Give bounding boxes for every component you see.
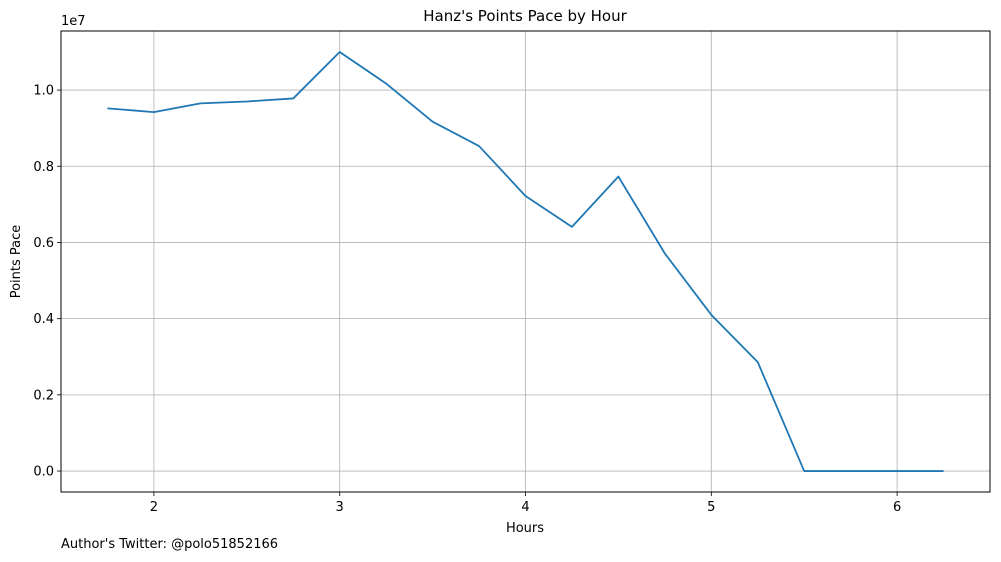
x-tick-label: 6: [893, 500, 901, 515]
x-tick-label: 4: [521, 500, 529, 515]
y-tick-label: 0.6: [33, 236, 54, 251]
x-tick-label: 2: [150, 500, 158, 515]
y-scale-label: 1e7: [61, 14, 86, 29]
y-tick-label: 0.4: [33, 312, 54, 327]
x-axis-label: Hours: [506, 521, 544, 536]
y-tick-label: 0.8: [33, 160, 54, 175]
x-axis: 2 3 4 5 6: [150, 492, 901, 515]
chart-title: Hanz's Points Pace by Hour: [423, 7, 627, 25]
y-tick-label: 0.2: [33, 388, 54, 403]
x-tick-label: 5: [707, 500, 715, 515]
y-axis-label: Points Pace: [9, 225, 24, 299]
series-layer: [107, 51, 944, 472]
grid: [61, 31, 990, 492]
series-line: [107, 51, 944, 472]
x-tick-label: 3: [336, 500, 344, 515]
y-axis: 0.0 0.2 0.4 0.6 0.8 1.0: [33, 84, 61, 480]
y-tick-label: 0.0: [33, 465, 54, 480]
y-tick-label: 1.0: [33, 84, 54, 99]
author-credit: Author's Twitter: @polo51852166: [61, 537, 279, 552]
